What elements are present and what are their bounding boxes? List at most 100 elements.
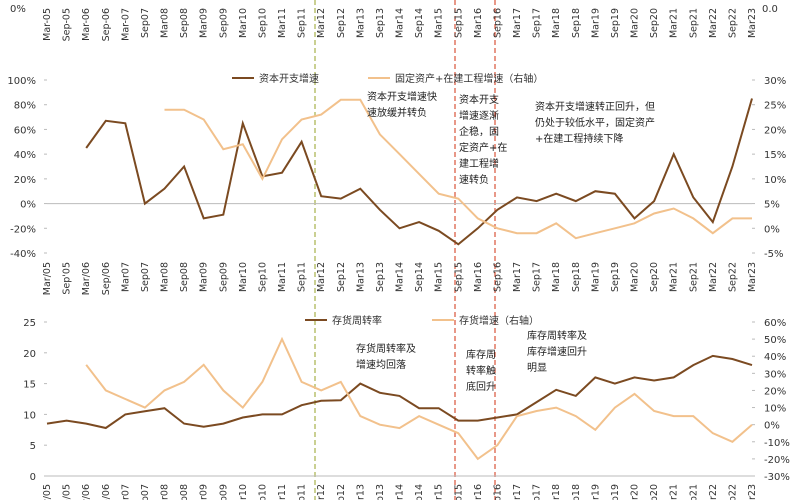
annotation: 资本开支增速转正回升，但 xyxy=(535,100,655,113)
x-tick-label: Mar14 xyxy=(395,262,406,292)
y-tick-label: 15 xyxy=(23,380,36,391)
x-tick-label: Mar11 xyxy=(277,262,288,292)
x-tick-label: Mar21 xyxy=(669,262,680,292)
x-tick-label: Mar16 xyxy=(473,8,484,38)
annotation: 存货周转率及 xyxy=(356,342,416,355)
y2-tick-label: 25% xyxy=(764,101,786,112)
x-tick-label: Mar16 xyxy=(473,262,484,292)
x-tick-label: Mar08 xyxy=(160,8,171,38)
x-tick-label: Mar11 xyxy=(277,484,288,500)
y-tick-label: 25 xyxy=(23,318,36,329)
legend-label: 存货增速（右轴） xyxy=(459,314,539,327)
y-tick-label: 5 xyxy=(30,441,36,452)
annotation: 库存周转率及 xyxy=(527,329,587,342)
x-tick-label: Sep13 xyxy=(375,262,386,292)
y-tick-label: 40% xyxy=(14,150,36,161)
x-tick-label: Mar12 xyxy=(316,262,327,292)
annotation: 企稳，固 xyxy=(459,125,499,138)
x-tick-label: Sep22 xyxy=(727,262,738,292)
x-tick-label: Mar09 xyxy=(199,8,210,38)
x-tick-label: Mar-05 xyxy=(42,8,53,41)
x-tick-label: Mar07 xyxy=(120,484,131,500)
x-tick-label: Mar07 xyxy=(120,262,131,292)
series-line xyxy=(46,354,753,430)
legend-label: 存货周转率 xyxy=(332,314,382,327)
x-tick-label: Mar/05 xyxy=(42,484,53,500)
x-tick-label: Mar10 xyxy=(238,8,249,38)
series-line xyxy=(85,98,753,246)
y2-tick-label: 15% xyxy=(764,150,786,161)
annotation: 库存周 xyxy=(466,348,496,361)
series-line xyxy=(85,336,753,461)
x-tick-label: Sep22 xyxy=(727,8,738,38)
y-tick-label: 80% xyxy=(14,101,36,112)
x-tick-label: Sep10 xyxy=(257,8,268,38)
y2-tick-label: 50% xyxy=(764,335,786,346)
annotation: 建工程增 xyxy=(459,157,499,170)
y2-tick-label: 20% xyxy=(764,386,786,397)
x-tick-label: Sep15 xyxy=(453,8,464,38)
x-tick-label: Mar13 xyxy=(355,262,366,292)
x-tick-label: Sep21 xyxy=(688,262,699,292)
y2-tick-label: 20% xyxy=(764,125,786,136)
x-tick-label: Mar10 xyxy=(238,484,249,500)
y-tick-label: 10 xyxy=(23,410,36,421)
y2-tick-label: -5% xyxy=(764,249,783,260)
x-tick-label: Sep22 xyxy=(727,484,738,500)
x-tick-label: Mar14 xyxy=(395,484,406,500)
x-tick-label: Sep18 xyxy=(571,262,582,292)
annotation: 增速均回落 xyxy=(356,358,406,371)
x-tick-label: Sep19 xyxy=(610,484,621,500)
x-tick-label: Sep17 xyxy=(532,262,543,292)
annotation: +在建工程持续下降 xyxy=(535,132,623,145)
x-tick-label: Mar16 xyxy=(473,484,484,500)
x-tick-label: Sep/06 xyxy=(101,484,112,500)
y2-tick-label: 40% xyxy=(764,352,786,363)
x-tick-label: Mar20 xyxy=(630,8,641,38)
y2-tick-label: 5% xyxy=(764,200,780,211)
y2-tick-label: 60% xyxy=(764,318,786,329)
x-tick-label: Mar23 xyxy=(747,484,758,500)
x-tick-label: Sep14 xyxy=(414,484,425,500)
x-tick-label: Sep20 xyxy=(649,8,660,38)
x-tick-label: Sep19 xyxy=(610,8,621,38)
x-tick-label: Mar20 xyxy=(630,262,641,292)
annotation: 增速逐渐 xyxy=(459,109,499,122)
x-tick-label: Sep20 xyxy=(649,262,660,292)
annotation: 仍处于较低水平，固定资产 xyxy=(535,116,655,129)
x-tick-label: Sep20 xyxy=(649,484,660,500)
x-tick-label: Mar21 xyxy=(669,484,680,500)
y-tick-label: 0 xyxy=(30,472,36,483)
x-tick-label: Mar/06 xyxy=(81,262,92,295)
y-tick-label: -40% xyxy=(10,249,36,260)
x-tick-label: Sep11 xyxy=(297,484,308,500)
x-tick-label: Sep10 xyxy=(257,484,268,500)
x-tick-label: Mar15 xyxy=(434,484,445,500)
y-tick-label: 60% xyxy=(14,125,36,136)
x-tick-label: Sep11 xyxy=(297,262,308,292)
annotation: 速转负 xyxy=(459,173,489,186)
annotation: 资本开支增速快 xyxy=(367,90,437,103)
x-tick-label: Sep18 xyxy=(571,484,582,500)
x-tick-label: Mar09 xyxy=(199,484,210,500)
x-tick-label: Sep08 xyxy=(179,8,190,38)
x-tick-label: Mar17 xyxy=(512,262,523,292)
x-tick-label: Mar23 xyxy=(747,8,758,38)
x-tick-label: Mar10 xyxy=(238,262,249,292)
x-tick-label: Sep19 xyxy=(610,262,621,292)
x-tick-label: Sep12 xyxy=(336,262,347,292)
y2-tick-label: -20% xyxy=(764,455,790,466)
x-tick-label: Mar15 xyxy=(434,8,445,38)
x-tick-label: Sep13 xyxy=(375,8,386,38)
x-tick-label: Sep13 xyxy=(375,484,386,500)
x-tick-label: Mar08 xyxy=(160,484,171,500)
x-tick-label: Sep17 xyxy=(532,8,543,38)
series-line xyxy=(164,98,752,240)
x-tick-label: Mar13 xyxy=(355,8,366,38)
x-tick-label: Mar20 xyxy=(630,484,641,500)
annotation: 底回升 xyxy=(466,380,496,393)
x-tick-label: Sep14 xyxy=(414,262,425,292)
y2-tick-label: 0.0 xyxy=(762,4,778,15)
x-tick-label: Sep10 xyxy=(257,262,268,292)
